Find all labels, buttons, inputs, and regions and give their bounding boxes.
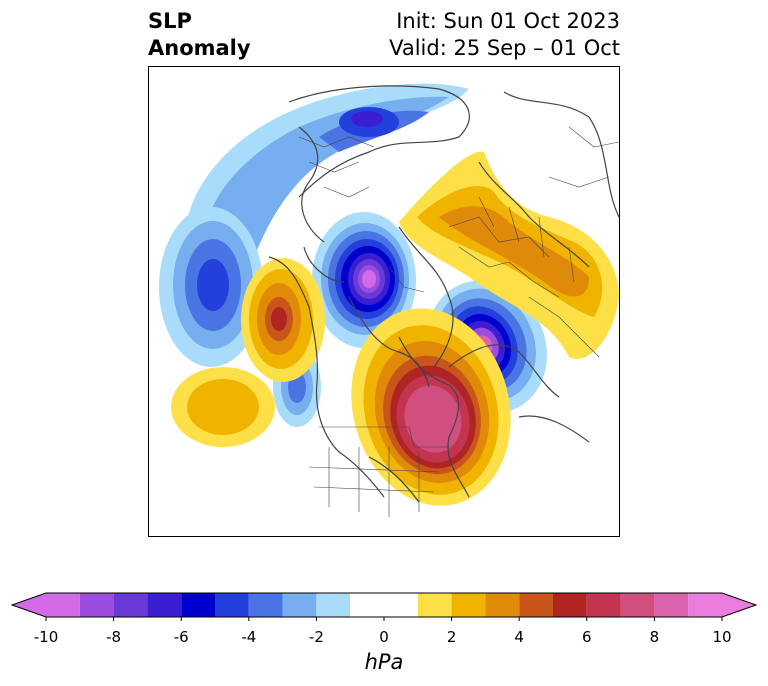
colorbar-bin-pos-5 <box>553 593 587 617</box>
colorbar <box>0 585 768 685</box>
map-title: SLP Anomaly <box>148 8 251 62</box>
colorbar-tick-label: 2 <box>446 628 457 646</box>
colorbar-bin-neg-9 <box>316 593 351 617</box>
colorbar-bin-pos-8 <box>654 593 689 617</box>
colorbar-tick-label: -2 <box>308 628 324 646</box>
colorbar-tick-label: -6 <box>173 628 189 646</box>
colorbar-tick-label: -10 <box>33 628 59 646</box>
colorbar-bin-neg-3 <box>113 593 148 617</box>
colorbar-tick-label: 8 <box>649 628 660 646</box>
colorbar-bin-neg-4 <box>147 593 182 617</box>
anomaly-high-alaska <box>241 258 325 382</box>
colorbar-segments <box>10 592 758 618</box>
colorbar-bin-neg-6 <box>215 593 249 617</box>
colorbar-bin-neg-1 <box>46 593 80 617</box>
map-panel <box>148 66 620 537</box>
colorbar-tick-label: -8 <box>106 628 122 646</box>
slp-anomaly-map <box>159 83 619 517</box>
colorbar-tick-label: 0 <box>379 628 389 646</box>
anomaly-high-pacific <box>171 367 275 447</box>
anomaly-high-eurasia <box>399 151 619 359</box>
colorbar-bin-pos-6 <box>586 593 621 617</box>
colorbar-bin-neutral <box>350 593 418 617</box>
coastlines <box>268 85 619 503</box>
anomaly-low-pacific <box>159 207 263 367</box>
country-borders <box>298 126 619 517</box>
colorbar-ticks <box>45 617 723 621</box>
colorbar-tick-label: 10 <box>712 628 732 646</box>
colorbar-bin-pos-4 <box>519 593 553 617</box>
colorbar-tick-label: -4 <box>241 628 257 646</box>
anomaly-low-bering <box>312 212 416 348</box>
anomaly-low-north <box>183 83 469 320</box>
valid-range: Valid: 25 Sep – 01 Oct <box>389 36 620 60</box>
colorbar-extend-low <box>12 593 46 617</box>
colorbar-tick-label: 6 <box>582 628 592 646</box>
colorbar-scale <box>10 592 758 621</box>
colorbar-extend-high <box>722 593 756 617</box>
colorbar-tick-label: 4 <box>514 628 524 646</box>
colorbar-units: hPa <box>364 650 404 674</box>
colorbar-bin-neg-2 <box>79 593 114 617</box>
colorbar-bin-pos-1 <box>417 593 452 617</box>
colorbar-bin-pos-3 <box>485 593 520 617</box>
init-date: Init: Sun 01 Oct 2023 <box>396 9 620 33</box>
colorbar-bin-pos-7 <box>620 593 655 617</box>
colorbar-bin-pos-9 <box>688 593 722 617</box>
colorbar-bin-pos-2 <box>451 593 486 617</box>
title-line-1: SLP <box>148 9 192 33</box>
anomaly-high-greenland <box>351 308 511 506</box>
colorbar-bin-neg-8 <box>282 593 317 617</box>
colorbar-bin-neg-5 <box>181 593 215 617</box>
title-line-2: Anomaly <box>148 36 251 60</box>
date-info: Init: Sun 01 Oct 2023 Valid: 25 Sep – 01… <box>389 8 620 62</box>
colorbar-bin-neg-7 <box>248 593 283 617</box>
